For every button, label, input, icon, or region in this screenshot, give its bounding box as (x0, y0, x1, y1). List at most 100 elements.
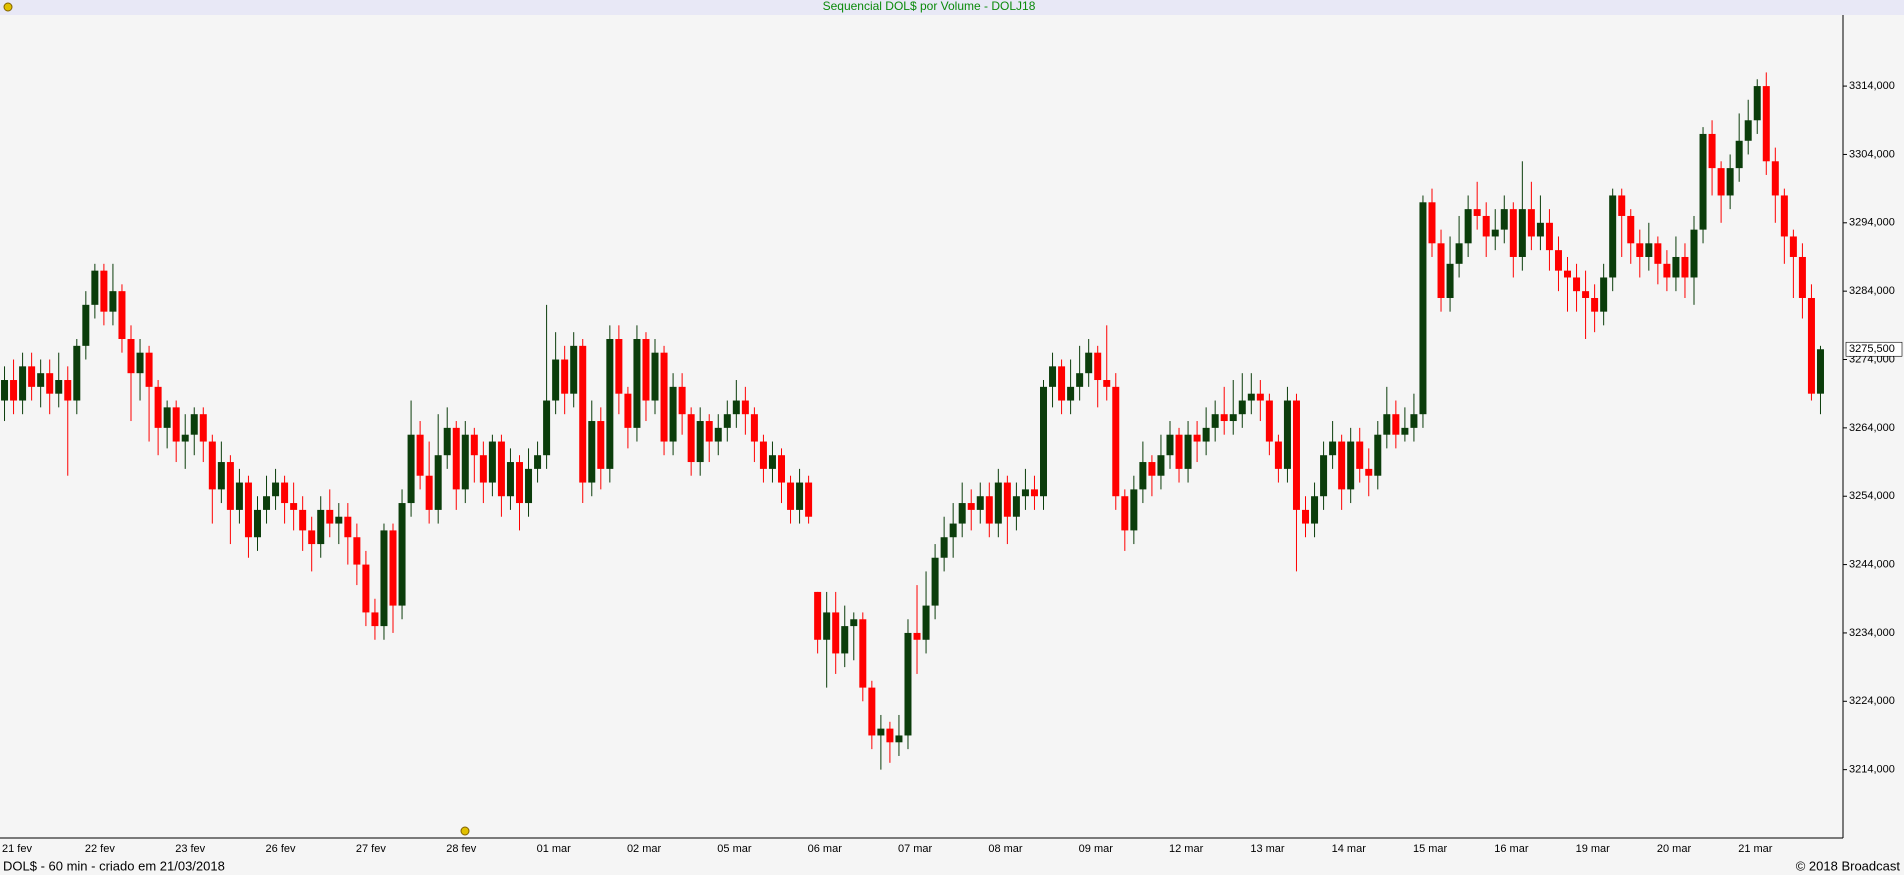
candle-body (1428, 202, 1436, 244)
candle-body (1609, 195, 1617, 278)
x-tick-label: 21 mar (1738, 843, 1773, 855)
x-tick-label: 06 mar (808, 843, 843, 855)
candle-body (470, 434, 478, 456)
candle-body (832, 612, 840, 654)
candle-body (1392, 414, 1400, 435)
candle-body (624, 393, 632, 428)
y-tick-label: 3304,000 (1849, 148, 1895, 160)
y-tick-label: 3264,000 (1849, 422, 1895, 434)
candle-body (1130, 489, 1138, 531)
candle-body (1455, 243, 1463, 264)
candle-body (1708, 133, 1716, 169)
x-tick-label: 16 mar (1494, 843, 1529, 855)
candle-body (1464, 209, 1472, 244)
candle-body (958, 503, 966, 524)
candle-body (1211, 414, 1219, 428)
candle-body (172, 407, 180, 442)
candle-body (1545, 222, 1553, 251)
candle-body (1437, 243, 1445, 298)
candle-body (1771, 161, 1779, 196)
y-tick-label: 3244,000 (1849, 558, 1895, 570)
candle-body (777, 455, 785, 483)
x-tick-label: 21 fev (2, 843, 32, 855)
candle-body (226, 462, 234, 510)
x-tick-label: 19 mar (1576, 843, 1611, 855)
candle-body (552, 359, 560, 401)
candle-body (1049, 366, 1057, 387)
candle-body (1717, 168, 1725, 196)
candle-body (723, 414, 731, 428)
x-tick-label: 20 mar (1657, 843, 1692, 855)
candle-body (1193, 434, 1201, 442)
candle-body (913, 632, 921, 640)
candle-body (1690, 229, 1698, 278)
candle-body (100, 270, 108, 312)
candle-body (1726, 168, 1734, 196)
candle-body (949, 523, 957, 538)
candle-body (696, 421, 704, 463)
y-tick-label: 3234,000 (1849, 627, 1895, 639)
candle-body (1573, 277, 1581, 292)
candle-body (868, 687, 876, 736)
candle-body (1744, 120, 1752, 141)
candle-body (1591, 297, 1599, 312)
candle-body (163, 407, 171, 428)
candle-body (208, 441, 216, 490)
x-tick-label: 15 mar (1413, 843, 1448, 855)
candle-body (73, 345, 81, 401)
candle-body (1012, 496, 1020, 517)
candle-body (181, 434, 189, 442)
y-tick-label: 3214,000 (1849, 764, 1895, 776)
footer-left: DOL$ - 60 min - criado em 21/03/2018 (3, 858, 225, 873)
x-tick-label: 22 fev (85, 843, 115, 855)
candle-body (253, 509, 261, 538)
candle-body (1356, 441, 1364, 469)
candle-body (479, 455, 487, 483)
candle-body (335, 516, 343, 524)
candle-body (1564, 270, 1572, 278)
candle-body (199, 414, 207, 442)
y-tick-label: 3224,000 (1849, 695, 1895, 707)
y-tick-label: 3254,000 (1849, 490, 1895, 502)
candle-body (678, 386, 686, 415)
candle-body (588, 421, 596, 483)
candle-body (714, 427, 722, 442)
price-marker-box (1845, 341, 1903, 357)
candle-body (1681, 256, 1689, 278)
candle-body (1139, 462, 1147, 490)
candle-body (1374, 434, 1382, 476)
candle-body (1536, 222, 1544, 237)
candle-body (1789, 236, 1797, 257)
candle-body (1482, 215, 1490, 237)
candle-body (1753, 86, 1761, 121)
candle-body (1509, 209, 1517, 257)
candle-body (1220, 414, 1228, 422)
candle-body (1274, 441, 1282, 469)
candle-body (1527, 209, 1535, 237)
candle-body (407, 434, 415, 504)
candle-body (895, 735, 903, 743)
candle-body (1076, 373, 1084, 387)
x-tick-label: 05 mar (717, 843, 752, 855)
candle-body (1618, 195, 1626, 216)
candle-body (127, 339, 135, 374)
candle-body (651, 352, 659, 401)
candle-body (1419, 202, 1427, 415)
candle-body (976, 496, 984, 510)
candle-body (1112, 386, 1120, 497)
candle-body (1762, 86, 1770, 162)
candle-body (931, 557, 939, 606)
candle-body (904, 632, 912, 736)
candle-body (1518, 209, 1526, 257)
candle-body (281, 482, 289, 504)
candle-body (1798, 256, 1806, 298)
candle-body (1103, 380, 1111, 387)
candle-body (1735, 140, 1743, 169)
candle-body (1265, 400, 1273, 442)
candle-body (82, 304, 90, 346)
candle-body (109, 291, 117, 312)
x-tick-label: 08 mar (988, 843, 1023, 855)
candle-body (308, 530, 316, 545)
candle-body (1202, 427, 1210, 442)
